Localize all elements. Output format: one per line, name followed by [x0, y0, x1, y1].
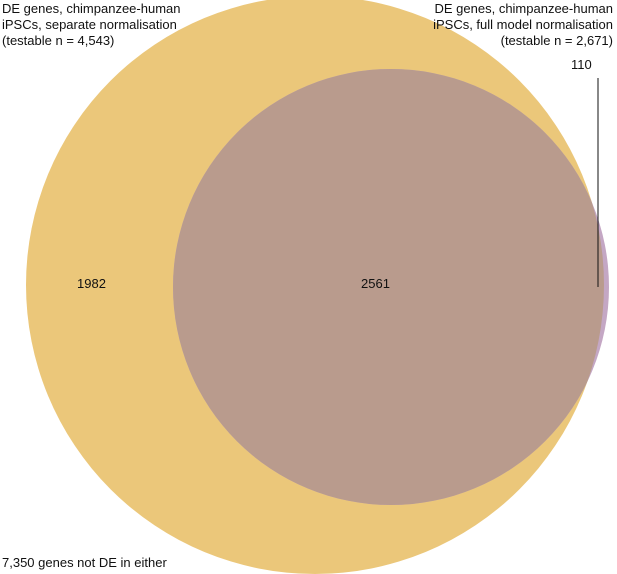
b-only-count: 110: [571, 57, 592, 72]
set-a-label-line: DE genes, chimpanzee-human: [2, 1, 181, 16]
set-b-label-line: iPSCs, full model normalisation: [433, 17, 613, 32]
a-only-count: 1982: [77, 276, 106, 291]
overlap-region: [173, 69, 604, 505]
set-b-label-line: DE genes, chimpanzee-human: [434, 1, 614, 16]
set-b-label: DE genes, chimpanzee-human iPSCs, full m…: [433, 1, 613, 49]
neither-note: 7,350 genes not DE in either: [2, 555, 167, 570]
set-a-label-line: iPSCs, separate normalisation: [2, 17, 177, 32]
overlap-count: 2561: [361, 276, 390, 291]
set-b-label-line: (testable n = 2,671): [500, 33, 613, 48]
set-a-label-line: (testable n = 4,543): [2, 33, 115, 48]
set-a-label: DE genes, chimpanzee-human iPSCs, separa…: [2, 1, 181, 49]
